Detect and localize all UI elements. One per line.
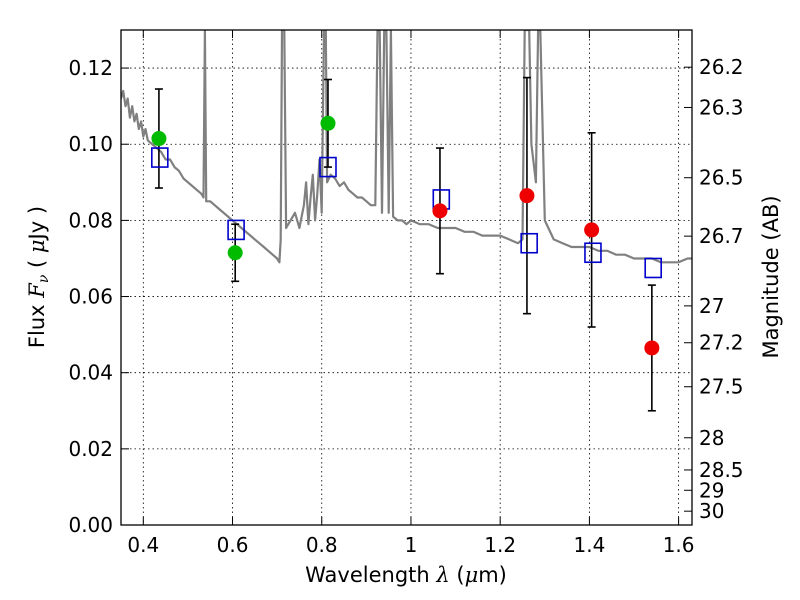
- y2-tick-label-3: 26.7: [699, 224, 744, 248]
- y-tick-label-3: 0.06: [68, 285, 113, 309]
- y2-tick-label-9: 29: [699, 478, 724, 502]
- y-tick-label-2: 0.04: [68, 361, 113, 385]
- x-tick-label-3: 1: [405, 533, 418, 557]
- model-spectrum-line: [121, 30, 692, 264]
- x-tick-label-2: 0.8: [306, 533, 338, 557]
- y-axis-label: Flux Fν ( μJy ): [25, 206, 52, 348]
- model-photometry-squares: [151, 147, 662, 279]
- y-tick-label-0: 0.00: [68, 513, 113, 537]
- x-tick-label-1: 0.6: [217, 533, 249, 557]
- data-point-red-3: [644, 340, 660, 356]
- model-square-4: [520, 232, 538, 254]
- data-point-green-1: [227, 245, 243, 261]
- x-tick-label-6: 1.6: [663, 533, 695, 557]
- plot-frame: [120, 29, 693, 526]
- y2-axis-label: Magnitude (AB): [759, 195, 783, 358]
- model-square-2: [319, 156, 337, 178]
- x-tick-label-0: 0.4: [127, 533, 159, 557]
- y2-tick-label-4: 27: [699, 294, 724, 318]
- y2-tick-label-1: 26.3: [699, 95, 744, 119]
- x-tick-label-5: 1.4: [573, 533, 605, 557]
- model-square-5: [584, 242, 602, 264]
- error-bars: [154, 76, 656, 412]
- grid-lines: [121, 30, 692, 526]
- data-point-green-2: [320, 115, 336, 131]
- x-axis-label: Wavelength λ (μm): [305, 563, 507, 587]
- y2-tick-label-5: 27.2: [699, 331, 744, 355]
- y2-tick-label-8: 28.5: [699, 458, 744, 482]
- y-tick-label-4: 0.08: [68, 208, 113, 232]
- y2-tick-label-6: 27.5: [699, 375, 744, 399]
- model-square-0: [151, 147, 169, 168]
- y2-tick-label-2: 26.5: [699, 166, 744, 190]
- x-axis-ticks: 0.4 0.6 0.8 1 1.2 1.4 1.6: [127, 30, 695, 557]
- x-tick-label-4: 1.2: [484, 533, 516, 557]
- y-tick-label-5: 0.10: [68, 132, 113, 156]
- y-tick-label-1: 0.02: [68, 437, 113, 461]
- data-point-red-1: [519, 188, 535, 204]
- model-square-6: [644, 257, 662, 279]
- y-tick-label-6: 0.12: [68, 56, 113, 80]
- model-spectrum: [121, 30, 692, 264]
- model-square-1: [227, 219, 245, 241]
- data-point-red-0: [432, 203, 448, 219]
- y2-tick-label-0: 26.2: [699, 55, 744, 79]
- data-point-red-2: [584, 222, 600, 238]
- y-axis-ticks: 0.00 0.02 0.04 0.06 0.08 0.10 0.12: [68, 56, 129, 537]
- y2-tick-label-10: 30: [699, 499, 724, 523]
- y2-tick-label-7: 28: [699, 426, 724, 450]
- data-point-green-0: [151, 131, 167, 147]
- observed-photometry-points: [151, 115, 660, 356]
